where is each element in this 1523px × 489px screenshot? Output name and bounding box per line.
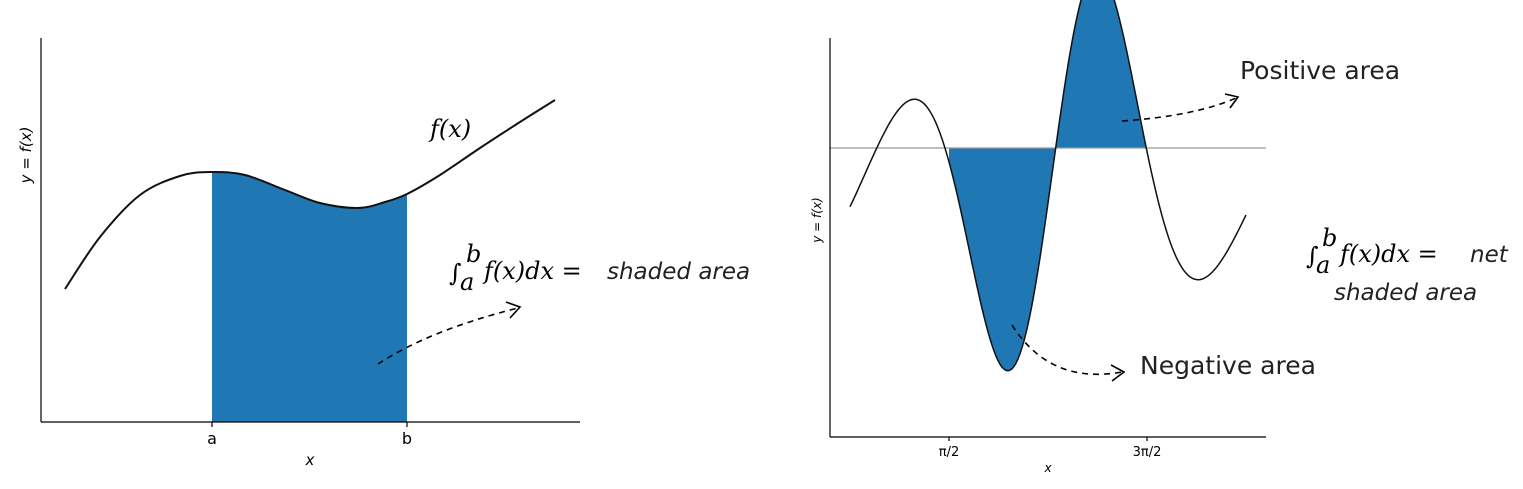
- positive-area-arrow: [1121, 97, 1237, 122]
- left-tick-label-b: b: [402, 429, 412, 448]
- left-integral-expression: f(x)dx =: [482, 257, 582, 285]
- left-function-curve: [64, 99, 556, 290]
- right-integral-expression: f(x)dx =: [1338, 240, 1438, 268]
- positive-arrow-head: [1224, 93, 1240, 109]
- negative-area-label: Negative area: [1140, 351, 1316, 380]
- right-integral-sign: ∫: [1306, 242, 1319, 270]
- negative-area-arrow: [1011, 324, 1123, 376]
- right-tick-label-3pi-half: 3π/2: [1133, 445, 1162, 460]
- right-y-axis-label: y = f(x): [810, 197, 824, 243]
- net-word: net: [1470, 242, 1509, 268]
- net-shaded-area-text: shaded area: [1334, 280, 1477, 306]
- right-panel: π/2 3π/2 x y = f(x) Positive area Negati…: [810, 0, 1400, 475]
- left-y-axis-label: y = f(x): [17, 127, 35, 185]
- left-shaded-area-annotation: shaded area: [607, 259, 750, 285]
- net-area-note: ∫ b a f(x)dx = net shaded area: [1306, 224, 1509, 306]
- right-positive-region: [1056, 0, 1147, 152]
- right-x-axis-label: x: [1043, 461, 1052, 475]
- left-x-axis-label: x: [305, 451, 315, 469]
- right-function-curve: [849, 0, 1247, 372]
- left-integral-upper: b: [466, 240, 481, 268]
- right-integral-lower: a: [1316, 251, 1330, 279]
- left-tick-label-a: a: [207, 429, 217, 448]
- left-curve-label: f(x): [428, 115, 471, 143]
- negative-arrow-head: [1110, 364, 1126, 382]
- left-shaded-region: [212, 172, 407, 422]
- left-integral-sign: ∫: [449, 259, 462, 287]
- left-integral-lower: a: [460, 268, 474, 296]
- right-integral-upper: b: [1322, 224, 1337, 252]
- left-arrow-head: [505, 301, 522, 319]
- positive-area-label: Positive area: [1240, 56, 1400, 85]
- right-tick-label-pi-half: π/2: [939, 445, 959, 460]
- left-panel: a b x y = f(x) f(x) ∫ b a f(x)dx = shade…: [17, 38, 750, 469]
- left-annotation-arrow: [377, 307, 519, 365]
